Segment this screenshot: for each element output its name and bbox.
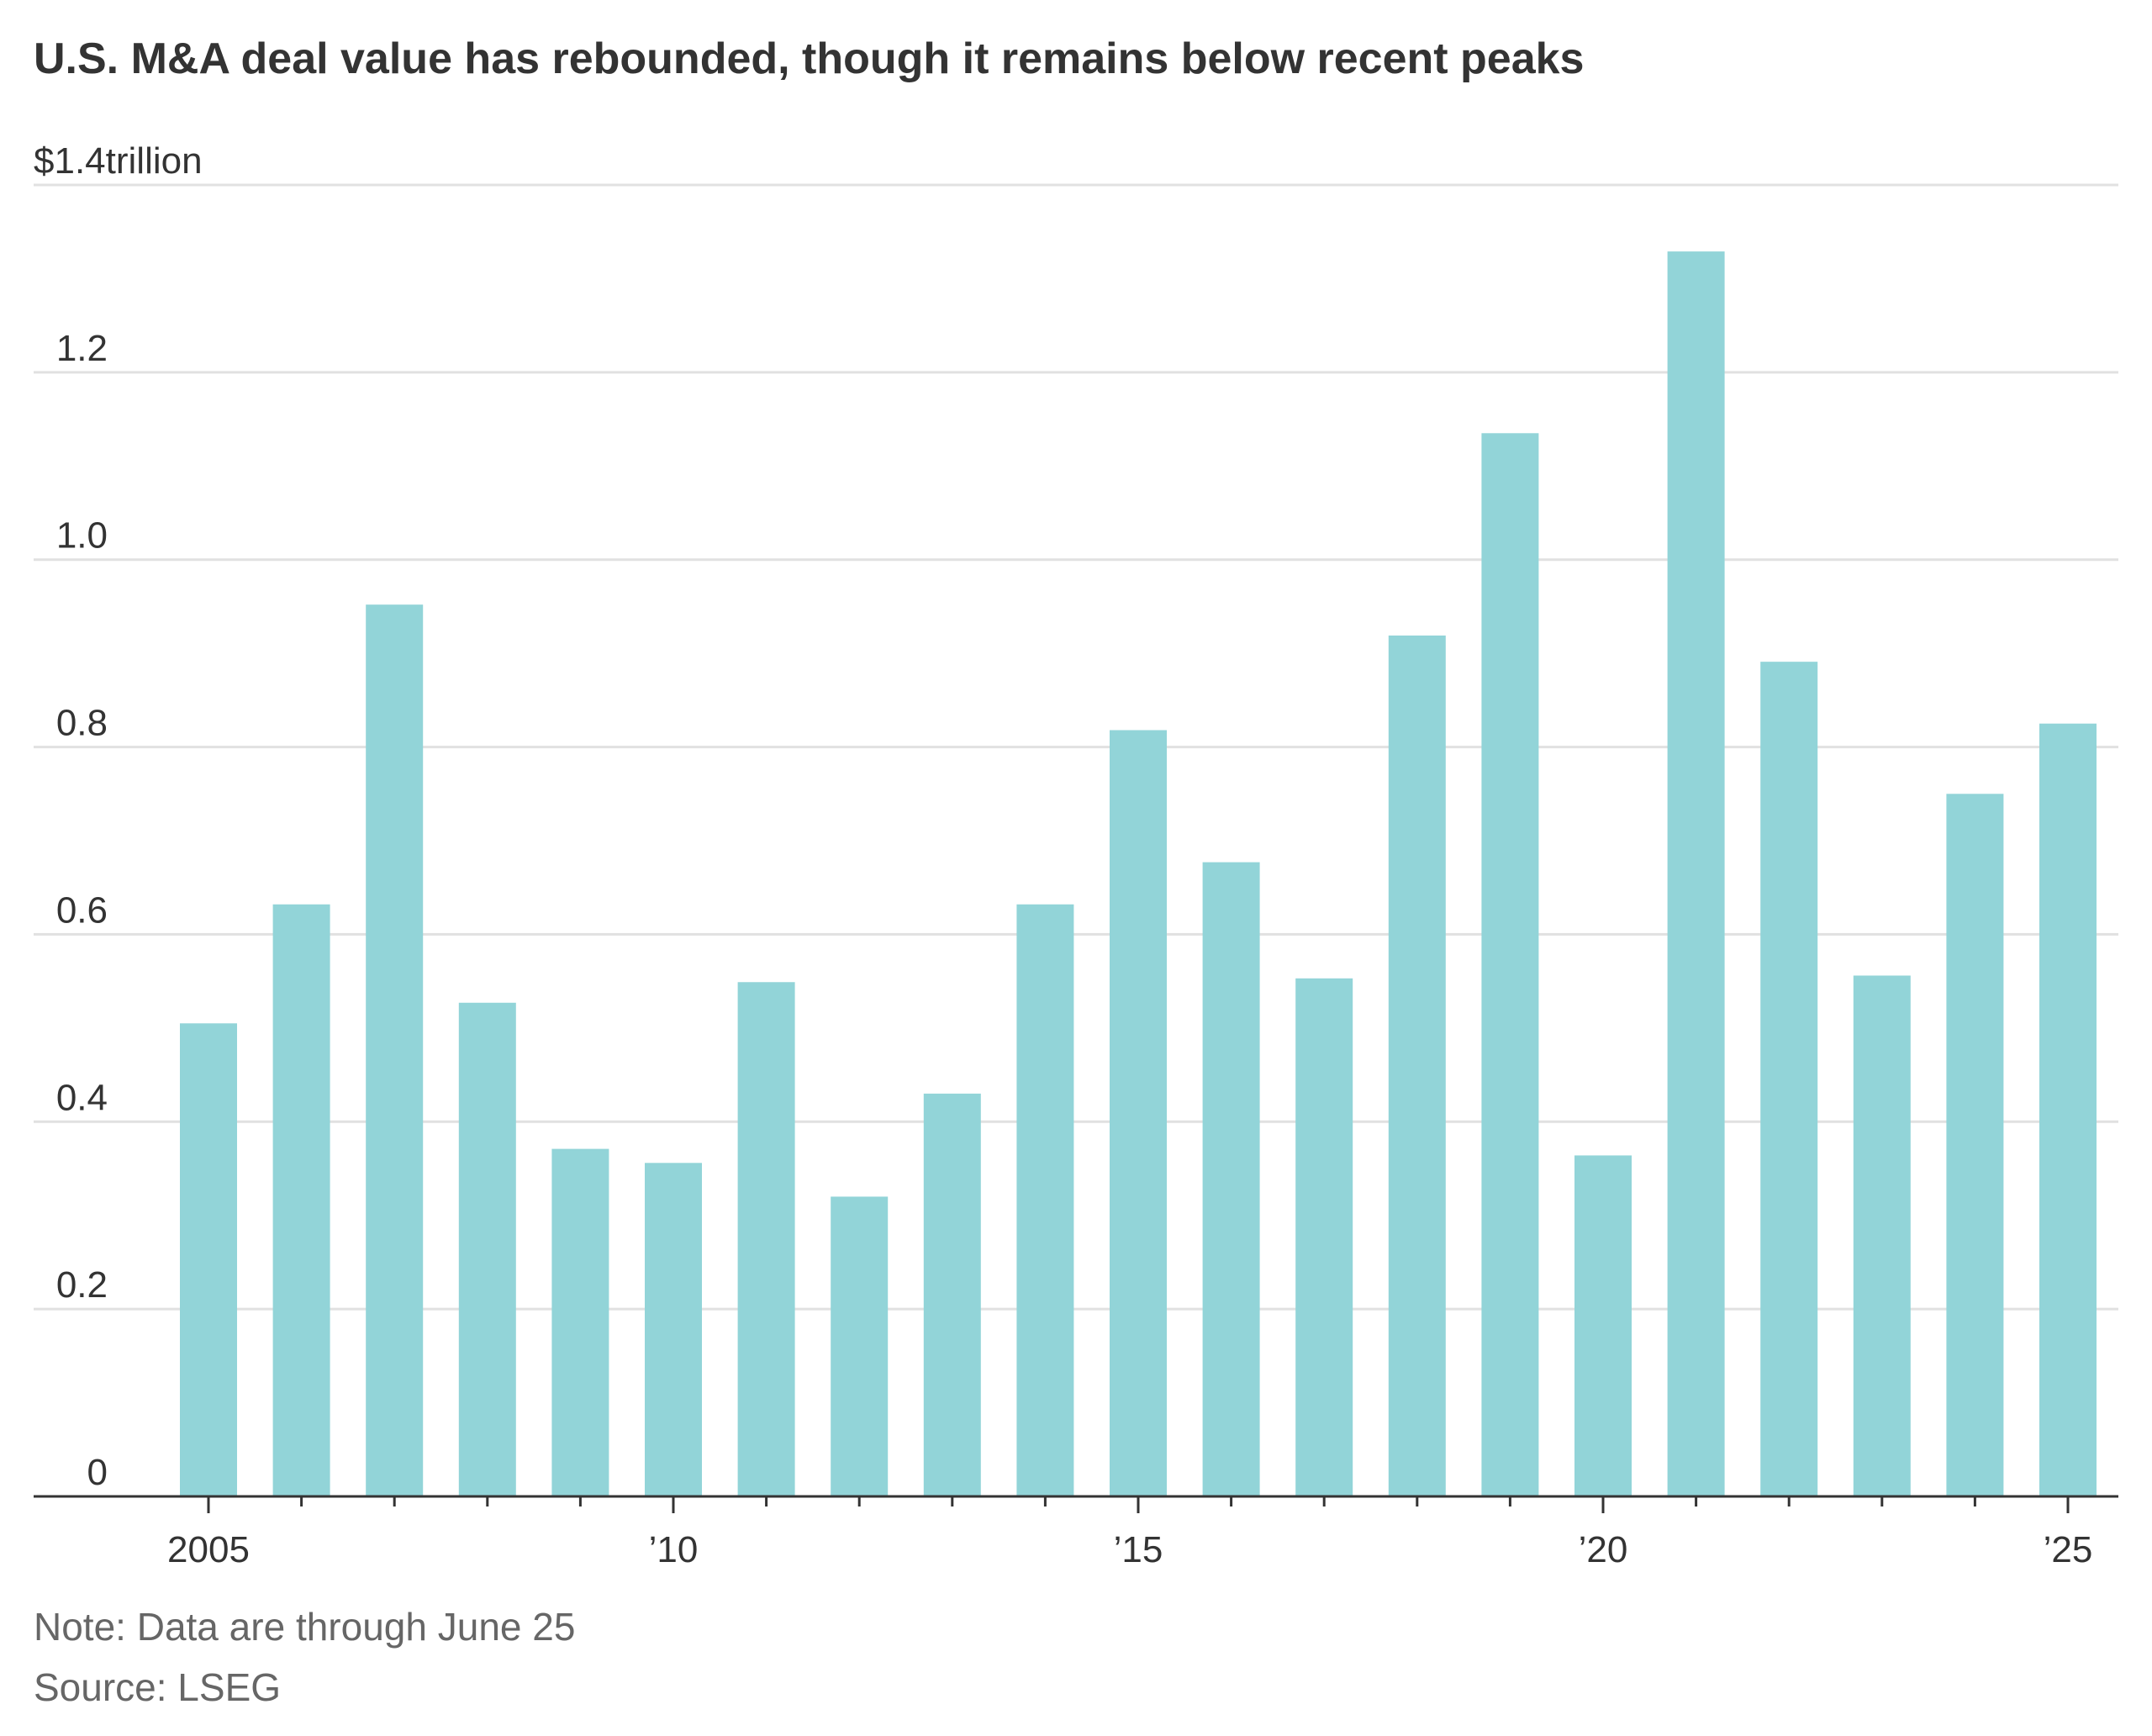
x-tick-label: ’15 [1114,1529,1163,1570]
bar-2021 [1667,251,1725,1497]
bar-2011 [737,982,795,1496]
y-tick-label: $1.4trillion [34,140,203,182]
bar-2006 [272,904,330,1496]
bar-2018 [1388,635,1446,1496]
y-tick-label: 1.0 [56,515,108,557]
bar-2017 [1295,978,1353,1496]
y-tick-label: 1.2 [56,328,108,369]
bars [180,251,2097,1497]
bar-2019 [1481,433,1539,1497]
bar-2023 [1853,975,1911,1496]
bar-chart: 0 0.2 0.4 0.6 0.8 1.0 1.2 $1.4trillion 2005 ’10 ’… [34,140,2118,1570]
x-tick-label: 2005 [167,1529,250,1570]
bar-2005 [180,1023,237,1496]
bar-2013 [923,1093,981,1496]
bar-2025 [2039,723,2097,1496]
x-tick-label: ’25 [2044,1529,2093,1570]
chart-title: U.S. M&A deal value has rebounded, thoug… [34,34,1585,83]
bar-2015 [1110,730,1167,1496]
bar-2009 [551,1148,609,1496]
chart-source: Source: LSEG [34,1665,282,1709]
bar-2012 [831,1196,889,1496]
y-tick-label: 0.4 [56,1077,108,1118]
bar-2010 [645,1163,702,1496]
y-tick-label: 0.8 [56,703,108,744]
bar-2016 [1202,862,1260,1496]
bar-2014 [1016,904,1074,1496]
y-tick-label: 0.2 [56,1264,108,1306]
bar-2007 [366,604,424,1497]
y-tick-label: 0.6 [56,889,108,931]
bar-2022 [1760,662,1818,1496]
bar-2008 [458,1002,516,1496]
bar-2020 [1574,1155,1632,1496]
x-axis [34,1495,2118,1513]
x-tick-label: ’20 [1579,1529,1628,1570]
x-tick-labels: 2005 ’10 ’15 ’20 ’25 [167,1529,2092,1570]
bar-2024 [1946,794,2004,1496]
y-tick-labels: 0 0.2 0.4 0.6 0.8 1.0 1.2 $1.4trillion [34,140,203,1493]
chart-note: Note: Data are through June 25 [34,1605,576,1649]
x-tick-label: ’10 [649,1529,699,1570]
y-tick-label: 0 [87,1452,108,1493]
